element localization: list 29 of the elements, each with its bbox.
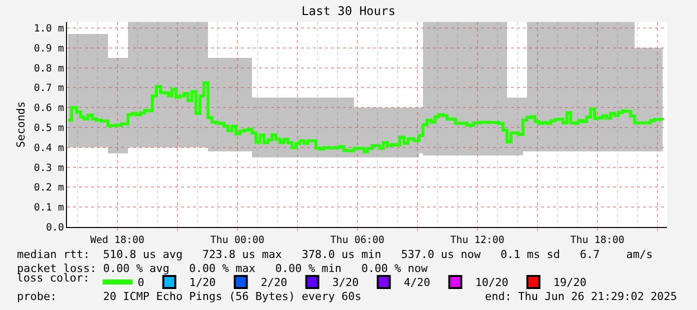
legend-label: 19/20: [553, 276, 587, 290]
text: end: Thu Jun 26 21:29:02 2025: [485, 290, 678, 303]
x-tick-label: Thu 18:00: [570, 235, 624, 246]
y-tick-label: 0.3 m: [34, 162, 64, 174]
y-tick-label: 0.8 m: [34, 63, 64, 74]
x-tick-label: Wed 18:00: [90, 235, 144, 246]
x-tick-label: Thu 00:00: [210, 235, 264, 246]
legend-label: 1/20: [189, 276, 216, 290]
y-tick-label: 0.6 m: [34, 103, 64, 114]
y-tick-label: 0.1 m: [34, 202, 64, 214]
legend-title: loss color:: [16, 272, 90, 285]
text: probe: 20 ICMP Echo Pings (56 Bytes) every 60s: [17, 290, 362, 303]
legend-label: 3/20: [332, 276, 359, 290]
x-tick-label: Thu 06:00: [330, 235, 384, 246]
y-tick-label: 0.7 m: [34, 83, 64, 94]
chart-title: Last 30 Hours: [302, 4, 396, 18]
y-tick-label: 0.9 m: [34, 43, 64, 54]
y-tick-label: 0.0: [46, 222, 64, 234]
legend-label: 10/20: [475, 276, 508, 290]
legend-label: 0: [138, 276, 144, 290]
y-tick-label: 1.0 m: [34, 23, 64, 34]
y-tick-label: 0.4 m: [34, 142, 64, 154]
y-axis-title: Seconds: [14, 101, 28, 148]
x-tick-label: Thu 12:00: [450, 235, 504, 246]
legend-label: 4/20: [404, 276, 430, 290]
y-tick-label: 0.5 m: [34, 122, 64, 134]
legend-label: 2/20: [260, 276, 288, 290]
y-tick-label: 0.2 m: [34, 182, 64, 194]
text: median rtt: 510.8 us avg 723.8 us max 378.0 us min 537.0 us now 0.1 ms sd 6.7 am/s: [17, 248, 653, 261]
